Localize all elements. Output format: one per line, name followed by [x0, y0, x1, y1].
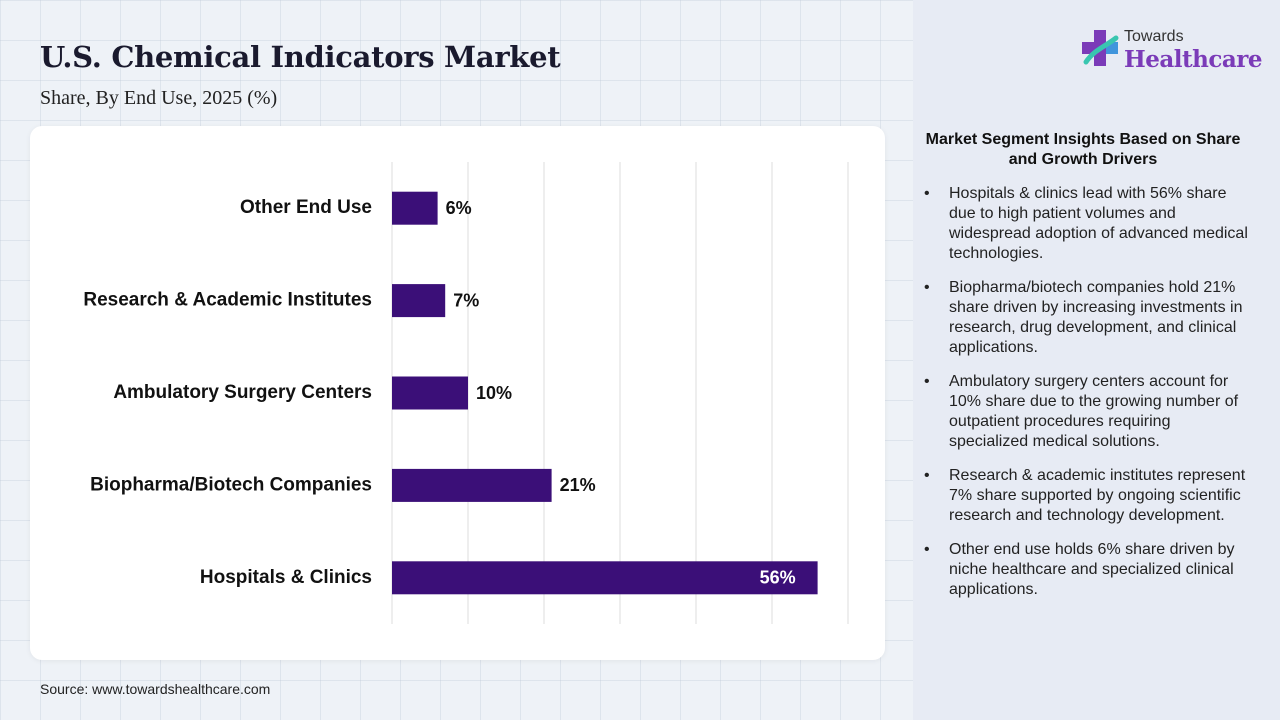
- chart-area: U.S. Chemical Indicators Market Share, B…: [30, 40, 885, 697]
- category-label: Biopharma/Biotech Companies: [90, 474, 372, 495]
- value-label: 56%: [760, 568, 796, 588]
- insight-text: Hospitals & clinics lead with 56% share …: [949, 185, 1248, 262]
- category-label: Ambulatory Surgery Centers: [113, 382, 372, 403]
- value-label: 6%: [446, 198, 472, 218]
- category-label: Other End Use: [240, 197, 372, 218]
- insights-list: • Hospitals & clinics lead with 56% share…: [922, 184, 1252, 614]
- bar: [392, 561, 818, 595]
- value-label: 7%: [453, 290, 479, 310]
- bullet-marker: •: [924, 373, 930, 390]
- logo-text-healthcare: Healthcare: [1124, 46, 1263, 73]
- bullet-marker: •: [924, 185, 930, 202]
- insight-text: Other end use holds 6% share driven by n…: [949, 541, 1235, 598]
- bar: [392, 468, 552, 502]
- chart-card: Other End Use 6% Research & Academic Insti…: [30, 126, 885, 660]
- value-label: 21%: [560, 475, 596, 495]
- insight-item: • Research & academic institutes represen…: [922, 466, 1252, 526]
- insight-text: Ambulatory surgery centers account for 1…: [949, 373, 1239, 450]
- medical-cross-icon: [1082, 30, 1119, 66]
- insights-panel: [913, 0, 1280, 720]
- source-note: Source: www.towardshealthcare.com: [40, 681, 271, 697]
- category-label: Hospitals & Clinics: [200, 567, 372, 588]
- bar: [392, 284, 446, 318]
- insight-item: • Hospitals & clinics lead with 56% share…: [922, 184, 1252, 264]
- insight-item: • Biopharma/biotech companies hold 21% sh…: [922, 278, 1252, 358]
- value-label: 10%: [476, 383, 512, 403]
- logo-text-towards: Towards: [1124, 28, 1184, 45]
- bullet-marker: •: [924, 467, 930, 484]
- category-label: Research & Academic Institutes: [83, 290, 372, 311]
- bullet-marker: •: [924, 541, 930, 558]
- insights-title: Market Segment Insights Based on Share a…: [925, 131, 1241, 168]
- bullet-marker: •: [924, 279, 930, 296]
- brand-logo: Towards Healthcare: [1080, 26, 1263, 78]
- page-subtitle: Share, By End Use, 2025 (%): [40, 87, 278, 109]
- insight-item: • Ambulatory surgery centers account for …: [922, 372, 1252, 452]
- bar: [392, 191, 438, 225]
- insight-item: • Other end use holds 6% share driven by …: [922, 540, 1252, 600]
- bar-chart: Other End Use 6% Research & Academic Insti…: [83, 162, 849, 624]
- insight-text: Biopharma/biotech companies hold 21% sha…: [949, 279, 1243, 356]
- page-title: U.S. Chemical Indicators Market: [40, 40, 561, 74]
- bar: [392, 376, 468, 410]
- insight-text: Research & academic institutes represent…: [949, 467, 1246, 524]
